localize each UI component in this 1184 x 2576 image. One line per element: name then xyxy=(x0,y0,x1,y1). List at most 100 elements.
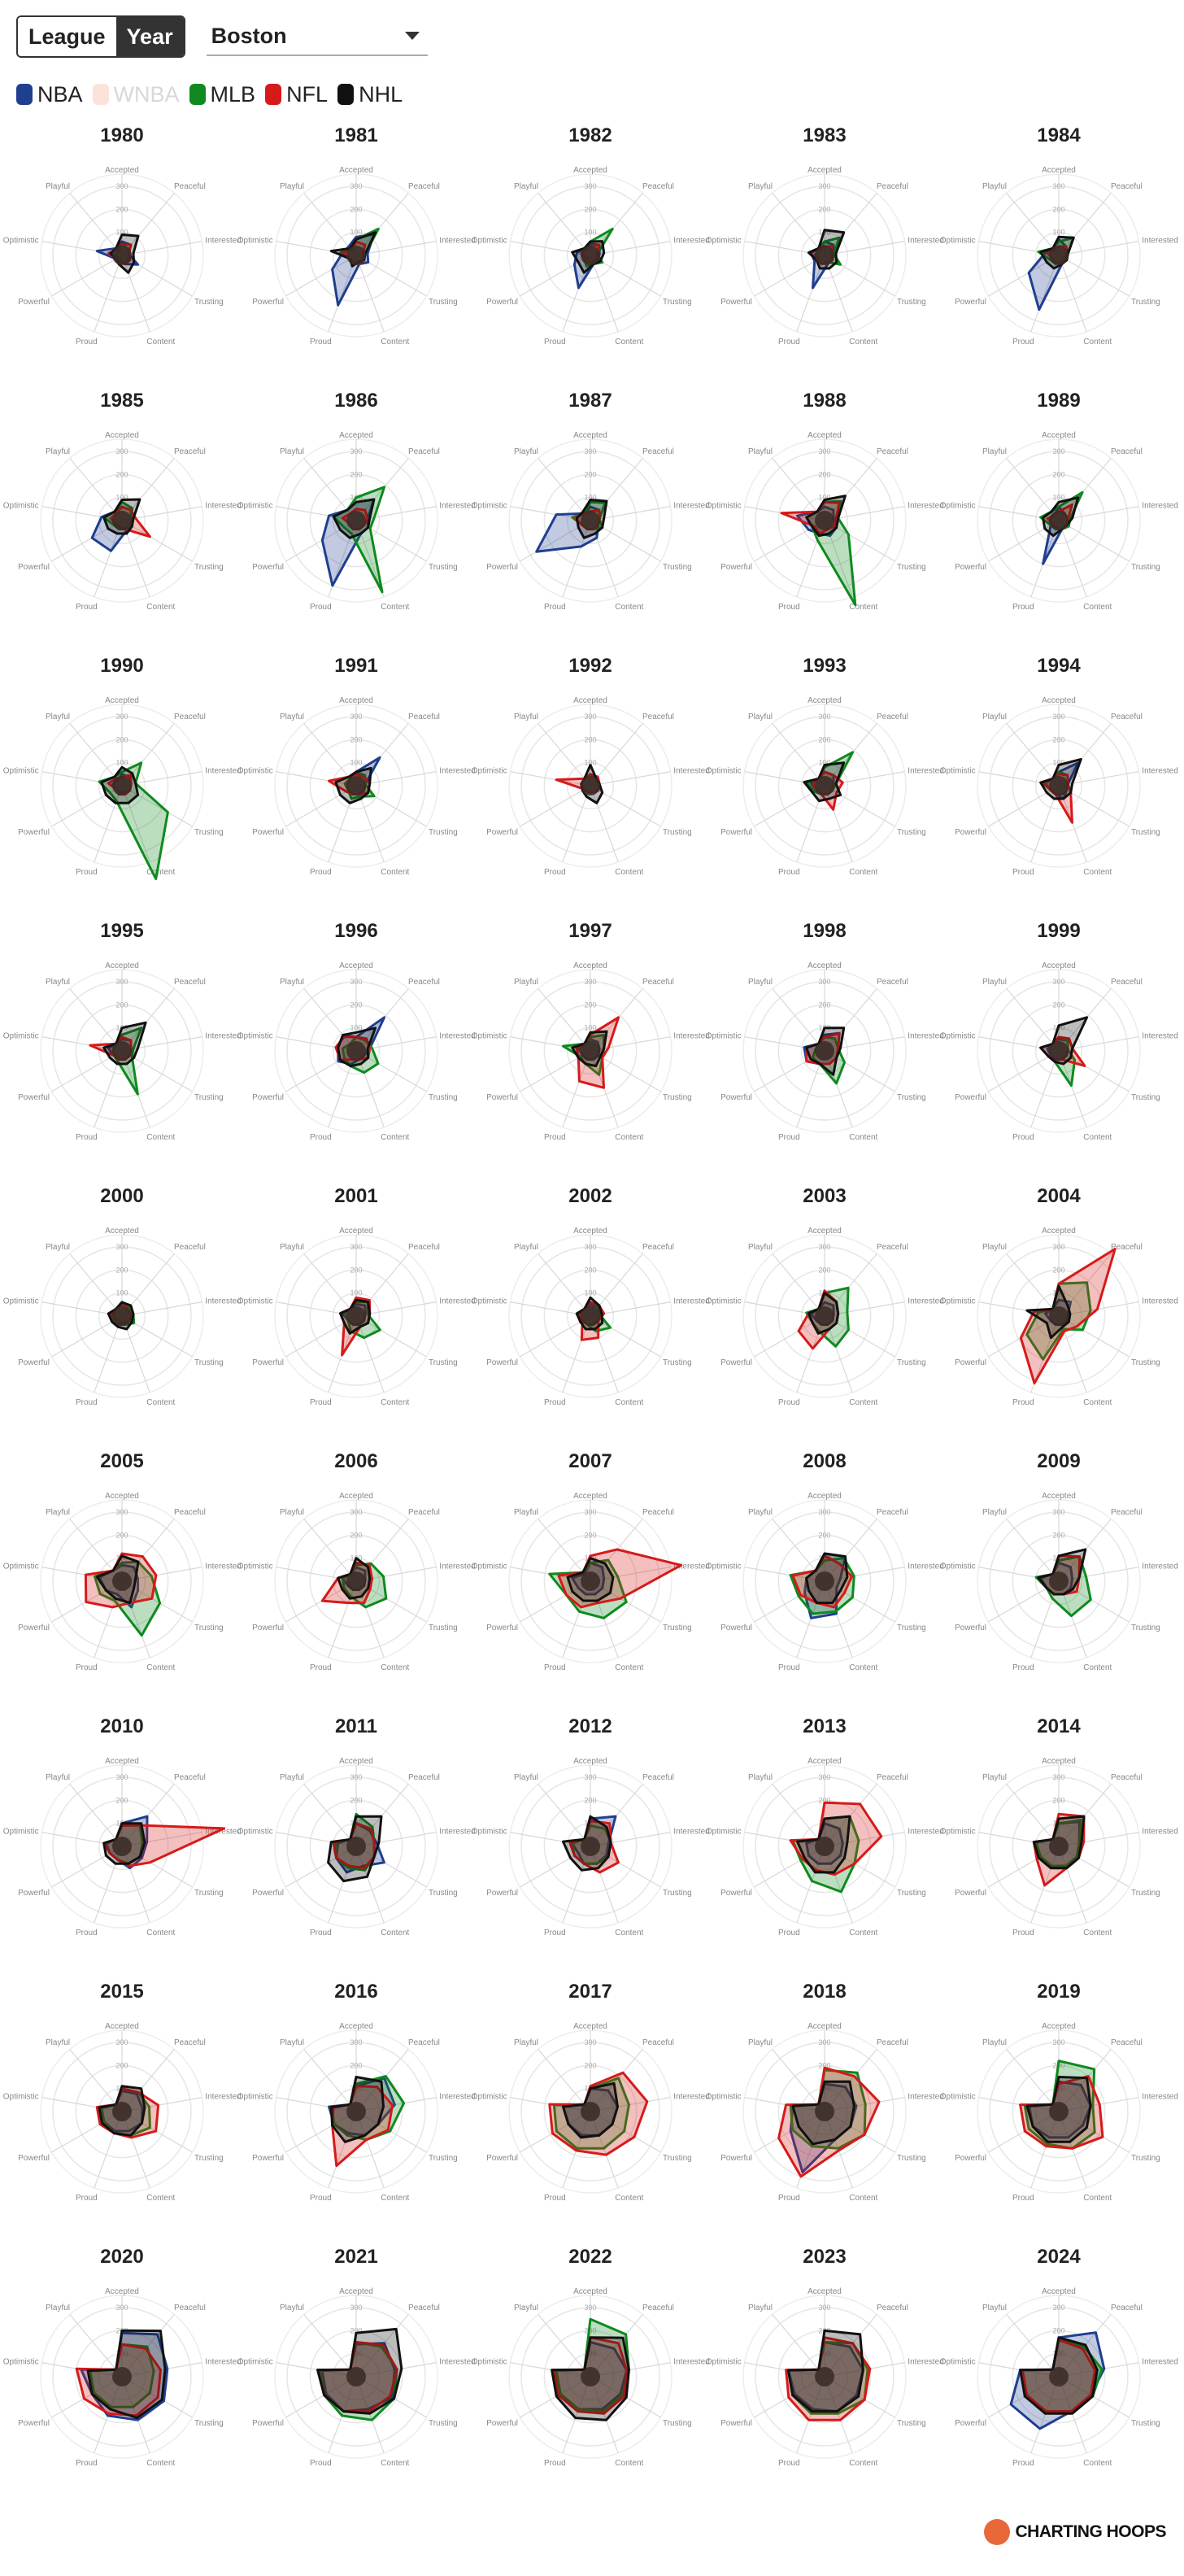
axis-spoke xyxy=(590,1050,619,1128)
axis-label: Interested xyxy=(1142,1032,1177,1041)
axis-label: Content xyxy=(146,1663,175,1672)
axis-label: Powerful xyxy=(18,1889,50,1898)
toggle-year-option[interactable]: Year xyxy=(115,17,184,56)
axis-spoke xyxy=(121,1846,150,1924)
axis-label: Optimistic xyxy=(940,2358,976,2367)
radar-chart-2023: 2023 Accepted Peaceful Interested Trusting Co… xyxy=(706,2246,944,2468)
legend-item-nhl[interactable]: NHL xyxy=(337,82,403,107)
axis-label: Optimistic xyxy=(237,502,273,511)
axis-label: Trusting xyxy=(429,298,458,307)
axis-spoke xyxy=(41,506,123,521)
axis-label: Interested xyxy=(673,237,709,246)
chart-title-year: 2007 xyxy=(568,1450,612,1472)
axis-label: Trusting xyxy=(663,828,692,837)
axis-label: Powerful xyxy=(955,1624,986,1632)
axis-spoke xyxy=(744,2097,825,2112)
axis-label: Playful xyxy=(514,182,538,191)
axis-label: Content xyxy=(849,868,877,877)
axis-spoke xyxy=(590,2111,619,2189)
axis-label: Accepted xyxy=(339,2287,373,2296)
axis-label: Accepted xyxy=(1042,2022,1076,2031)
axis-label: Proud xyxy=(310,338,332,347)
axis-spoke xyxy=(328,1846,357,1924)
axis-spoke xyxy=(772,2049,825,2112)
axis-spoke xyxy=(303,193,357,256)
city-select[interactable]: Boston xyxy=(206,17,428,56)
toggle-league-option[interactable]: League xyxy=(18,17,116,56)
axis-label: Accepted xyxy=(807,431,842,440)
chart-title-year: 1988 xyxy=(803,390,846,412)
tick-label: 300 xyxy=(115,1243,128,1251)
tick-label: 200 xyxy=(818,735,830,743)
axis-spoke xyxy=(69,2314,123,2378)
tick-label: 100 xyxy=(1052,2085,1064,2093)
axis-label: Trusting xyxy=(429,2419,458,2428)
axis-label: Optimistic xyxy=(237,237,273,246)
axis-label: Accepted xyxy=(573,2022,607,2031)
center-marker xyxy=(112,2102,132,2121)
axis-label: Trusting xyxy=(897,1624,926,1632)
tick-label: 100 xyxy=(115,2350,128,2358)
axis-label: Playful xyxy=(982,713,1007,721)
radar-chart-2005: 2005 Accepted Peaceful Interested Trusting Co… xyxy=(3,1450,242,1672)
axis-spoke xyxy=(520,1315,591,1358)
axis-label: Interested xyxy=(908,237,943,246)
tick-label: 100 xyxy=(1052,1289,1064,1297)
axis-label: Powerful xyxy=(720,2419,752,2428)
axis-label: Interested xyxy=(1142,2358,1177,2367)
tick-label: 300 xyxy=(584,2304,596,2312)
legend-item-nba[interactable]: NBA xyxy=(16,82,83,107)
axis-label: Playful xyxy=(46,182,70,191)
axis-label: Playful xyxy=(514,978,538,987)
axis-label: Powerful xyxy=(720,1889,752,1898)
radar-chart-2010: 2010 Accepted Peaceful Interested Trusting Co… xyxy=(3,1715,242,1937)
axis-spoke xyxy=(824,1784,877,1847)
axis-spoke xyxy=(590,2314,643,2378)
chart-title-year: 1990 xyxy=(100,655,143,677)
legend-item-mlb[interactable]: MLB xyxy=(189,82,255,107)
chart-title-year: 1999 xyxy=(1037,920,1080,942)
center-marker xyxy=(1049,511,1069,530)
tick-label: 200 xyxy=(1052,470,1064,478)
axis-label: Proud xyxy=(1012,2194,1034,2203)
legend-label-nba: NBA xyxy=(37,81,83,107)
axis-spoke xyxy=(754,255,825,297)
tick-label: 300 xyxy=(818,2304,830,2312)
axis-label: Peaceful xyxy=(408,1773,440,1782)
axis-label: Trusting xyxy=(429,563,458,572)
axis-label: Accepted xyxy=(573,1492,607,1501)
axis-label: Interested xyxy=(673,2358,709,2367)
axis-spoke xyxy=(1058,1846,1087,1924)
tick-label: 300 xyxy=(584,182,596,190)
axis-spoke xyxy=(355,2111,427,2153)
axis-spoke xyxy=(355,1784,409,1847)
tick-label: 300 xyxy=(584,1508,596,1516)
axis-spoke xyxy=(772,988,825,1052)
center-marker xyxy=(581,246,600,265)
axis-label: Proud xyxy=(778,2459,800,2468)
axis-label: Playful xyxy=(982,182,1007,191)
axis-label: Optimistic xyxy=(3,502,39,511)
axis-label: Optimistic xyxy=(940,1297,976,1306)
axis-label: Playful xyxy=(46,1773,70,1782)
legend-item-wnba[interactable]: WNBA xyxy=(92,82,180,107)
center-marker xyxy=(581,776,600,795)
axis-label: Proud xyxy=(76,2459,98,2468)
tick-label: 300 xyxy=(115,182,128,190)
chart-title-year: 1989 xyxy=(1037,390,1080,412)
axis-label: Accepted xyxy=(105,1757,139,1766)
tick-label: 300 xyxy=(818,713,830,721)
axis-label: Playful xyxy=(514,1508,538,1517)
axis-spoke xyxy=(1058,2111,1087,2189)
axis-spoke xyxy=(538,2049,591,2112)
tick-label: 200 xyxy=(1052,1796,1064,1804)
axis-spoke xyxy=(1006,1784,1060,1847)
center-marker xyxy=(346,1571,366,1591)
axis-spoke xyxy=(355,255,385,333)
axis-label: Accepted xyxy=(339,696,373,705)
center-marker xyxy=(581,1041,600,1061)
tick-label: 100 xyxy=(1052,759,1064,767)
axis-label: Content xyxy=(615,603,643,612)
legend-item-nfl[interactable]: NFL xyxy=(265,82,328,107)
axis-label: Playful xyxy=(748,2304,773,2312)
